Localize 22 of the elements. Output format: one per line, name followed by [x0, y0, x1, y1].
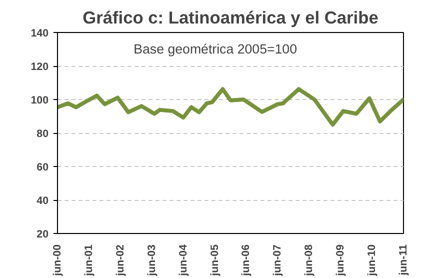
x-tick-label: jun-02	[114, 244, 126, 277]
x-tick-label: jun-00	[52, 244, 64, 277]
y-tick-label: 40	[36, 195, 49, 207]
y-tick-label: 80	[36, 128, 49, 140]
x-tick-label: jun-09	[334, 244, 347, 277]
y-tick-label: 100	[30, 94, 49, 106]
x-tick-label: jun-06	[240, 244, 252, 277]
x-tick-label: jun-07	[272, 244, 284, 277]
y-tick-label: 60	[36, 162, 49, 174]
annotation: Base geométrica 2005=100	[134, 42, 298, 57]
y-tick-label: 120	[30, 61, 49, 73]
x-tick-label: jun-08	[303, 244, 316, 277]
y-tick-label: 140	[30, 28, 49, 40]
x-tick-label: jun-04	[177, 244, 190, 277]
line-series	[58, 87, 404, 127]
chart-title: Gráfico c: Latinoamérica y el Caribe	[82, 8, 379, 28]
x-tick-label: jun-01	[82, 244, 95, 277]
x-tick-label: jun-05	[208, 244, 221, 277]
y-tick-label: 20	[36, 228, 49, 240]
x-tick-label: jun-10	[366, 244, 378, 277]
x-tick-label: jun-03	[146, 244, 158, 277]
x-tick-label: jun-11	[398, 244, 410, 276]
